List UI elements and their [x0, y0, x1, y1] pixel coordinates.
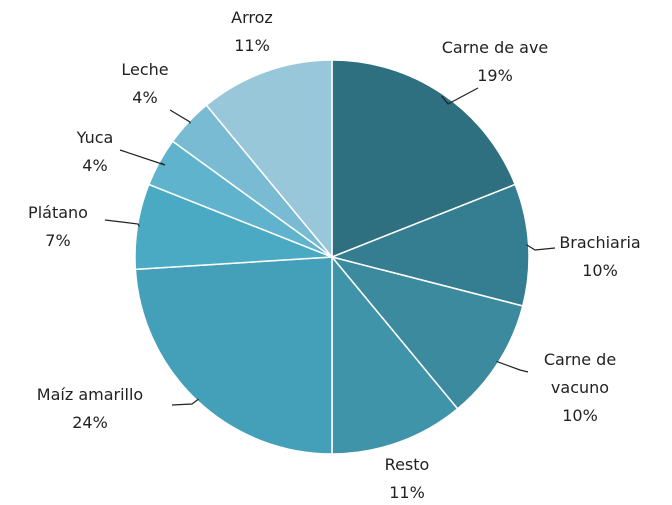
- category-label: Brachiaria: [559, 233, 641, 252]
- pie-slice: [329, 183, 530, 307]
- category-label: Maíz amarillo: [36, 385, 144, 404]
- value-label: 10%: [562, 406, 598, 425]
- slice-label: Brachiaria 10%: [545, 229, 655, 285]
- pie-slice: [205, 59, 333, 260]
- value-label: 7%: [45, 231, 71, 250]
- pie-slice: [331, 254, 459, 455]
- value-label: 4%: [82, 156, 108, 175]
- pie-slice: [331, 59, 517, 259]
- slice-label: Leche 4%: [105, 56, 185, 112]
- category-label: Resto: [384, 455, 430, 474]
- leader-line: [171, 398, 199, 406]
- category-label: Carne de vacuno: [543, 350, 617, 397]
- slice-label: Resto 11%: [367, 451, 447, 505]
- leader-line: [526, 244, 556, 251]
- leader-line: [496, 360, 529, 373]
- slice-label: Carne de ave 19%: [425, 34, 565, 90]
- value-label: 10%: [582, 261, 618, 280]
- category-label: Leche: [121, 60, 169, 79]
- value-label: 11%: [234, 36, 270, 55]
- value-label: 24%: [72, 413, 108, 432]
- value-label: 4%: [132, 88, 158, 107]
- leader-line: [119, 149, 166, 166]
- slice-label: Carne de vacuno 10%: [530, 346, 630, 430]
- category-label: Arroz: [231, 8, 273, 27]
- slice-label: Maíz amarillo 24%: [10, 381, 170, 437]
- slice-label: Arroz 11%: [212, 4, 292, 60]
- category-label: Yuca: [76, 128, 114, 147]
- slice-label: Plátano 7%: [13, 199, 103, 255]
- category-label: Carne de ave: [441, 38, 549, 57]
- value-label: 19%: [477, 66, 513, 85]
- leader-line: [169, 109, 191, 124]
- leader-line: [104, 219, 140, 227]
- value-label: 11%: [389, 483, 425, 502]
- leader-line: [441, 87, 479, 105]
- category-label: Plátano: [28, 203, 88, 222]
- slice-label: Yuca 4%: [55, 124, 135, 180]
